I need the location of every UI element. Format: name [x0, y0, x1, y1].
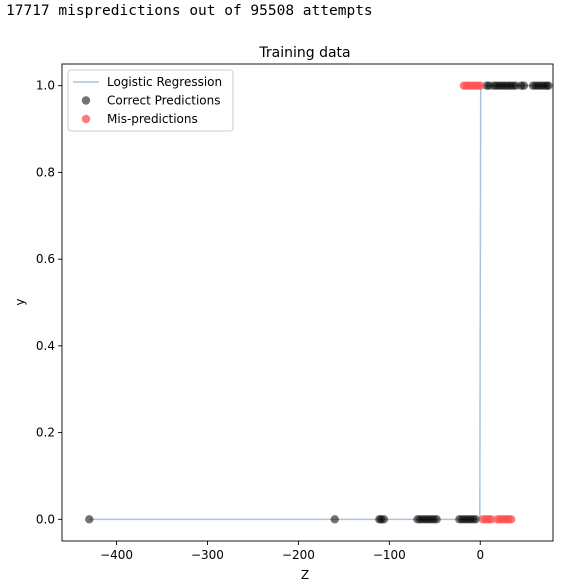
x-tick-label: −300 — [191, 548, 224, 562]
legend-entry-label: Mis-predictions — [107, 112, 198, 126]
point-correct-predictions — [471, 515, 480, 524]
x-tick-label: −200 — [282, 548, 315, 562]
legend-entry-label: Correct Predictions — [107, 94, 220, 108]
point-correct-predictions — [432, 515, 441, 524]
y-tick-label: 0.0 — [36, 512, 55, 526]
y-tick-label: 0.8 — [36, 165, 55, 179]
point-correct-predictions — [544, 81, 553, 90]
point-mis-predictions — [476, 81, 485, 90]
point-correct-predictions — [330, 515, 339, 524]
plot-layer: −400 −300 −200 −100 0 0.0 0.2 0.4 0.6 0.8 1.0 Logis… — [36, 63, 554, 562]
y-tick-label: 0.6 — [36, 252, 55, 266]
point-mis-predictions — [506, 515, 516, 524]
legend-marker-swatch — [81, 114, 91, 124]
point-correct-predictions — [379, 515, 389, 524]
chart-title: Training data — [258, 45, 350, 61]
x-tick-label: 0 — [476, 548, 484, 562]
x-axis-label: Z — [301, 568, 309, 582]
legend-box — [67, 69, 234, 132]
legend: Logistic Regression Correct Predictions Mi… — [67, 69, 234, 132]
console-output-line: 17717 mispredictions out of 95508 attemp… — [6, 3, 373, 19]
series-line-logistic-regression — [89, 84, 549, 521]
point-correct-predictions — [85, 515, 94, 524]
plot-frame — [61, 63, 554, 542]
point-mis-predictions — [486, 515, 496, 524]
y-axis-label: y — [13, 298, 27, 305]
y-tick-label: 0.2 — [36, 426, 55, 440]
y-tick-label: 1.0 — [36, 79, 55, 93]
legend-entry-label: Logistic Regression — [107, 75, 222, 89]
legend-marker-swatch — [81, 96, 91, 105]
y-tick-label: 0.4 — [36, 339, 55, 353]
x-tick-label: −100 — [373, 548, 406, 562]
x-tick-label: −400 — [100, 548, 133, 562]
point-correct-predictions — [519, 81, 529, 90]
